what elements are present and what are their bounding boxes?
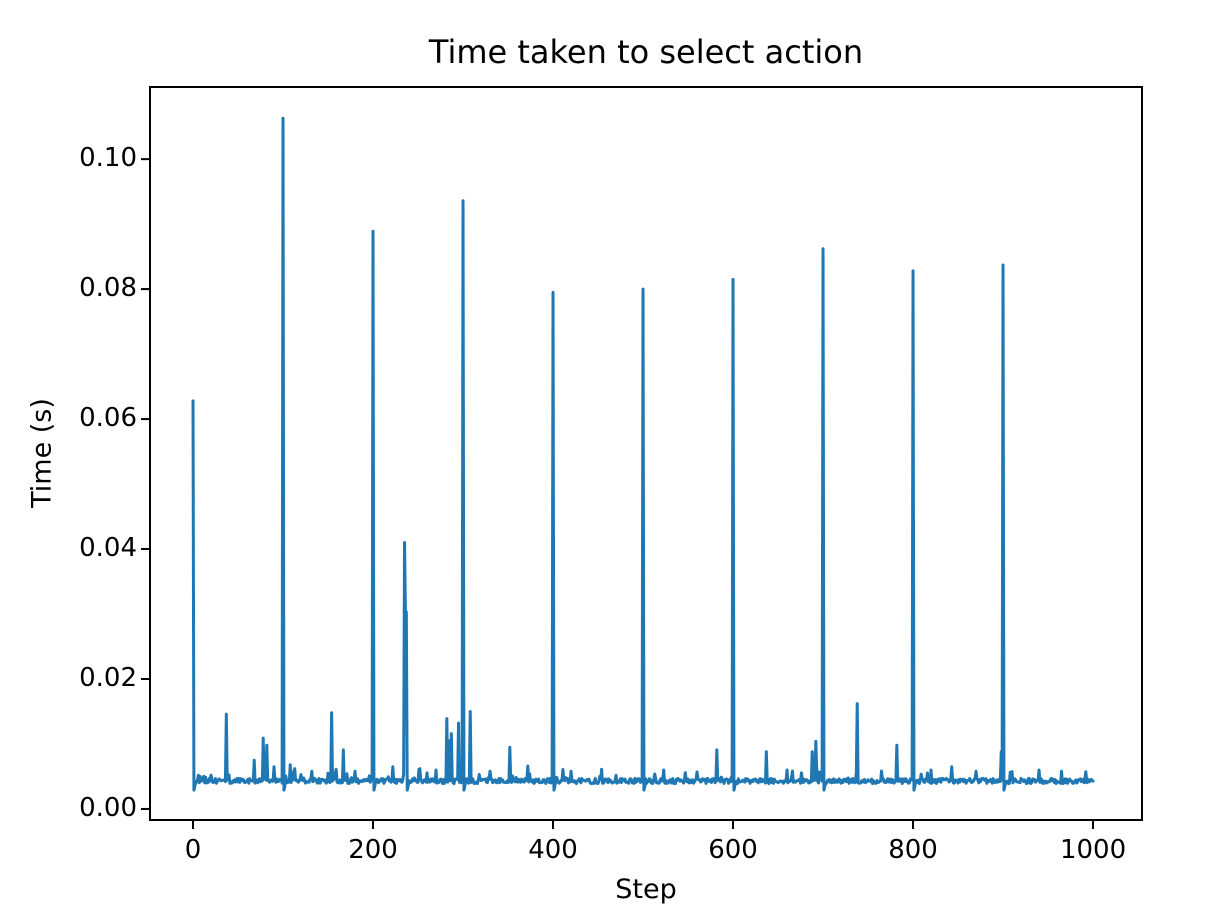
y-tick-label: 0.10 (79, 143, 137, 174)
x-tick-label: 400 (528, 835, 578, 865)
chart-title: Time taken to select action (428, 33, 864, 71)
x-tick-label: 1000 (1059, 835, 1127, 865)
y-tick-label: 0.04 (79, 533, 137, 564)
y-tick-label: 0.02 (79, 662, 137, 693)
y-tick-label: 0.00 (79, 792, 137, 823)
y-tick-label: 0.06 (79, 403, 137, 434)
time-series-line (191, 116, 1095, 792)
y-axis-label: Time (s) (26, 398, 58, 508)
axis-ticks (141, 158, 1095, 829)
x-tick-label: 800 (888, 835, 938, 865)
x-tick-label: 600 (708, 835, 758, 865)
y-tick-label: 0.08 (79, 273, 137, 304)
axes-spines (149, 86, 1143, 821)
x-tick-label: 200 (348, 835, 398, 865)
x-tick-label: 0 (184, 835, 202, 865)
x-axis-label: Step (615, 874, 677, 905)
